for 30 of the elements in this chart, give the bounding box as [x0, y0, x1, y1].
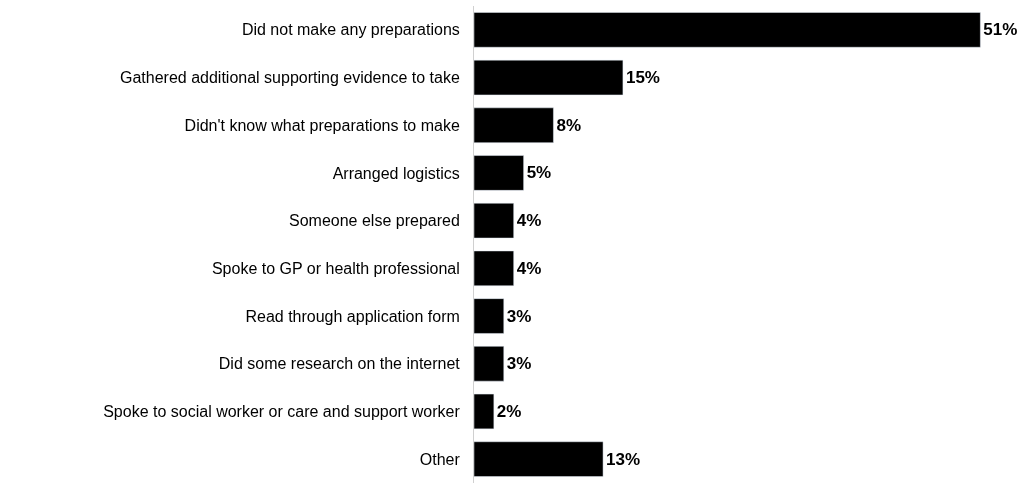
y-tick-label: Gathered additional supporting evidence to take	[120, 69, 460, 87]
bar	[474, 250, 514, 287]
y-tick-label: Other	[419, 450, 461, 468]
bar	[474, 393, 495, 430]
y-tick-label: Arranged logistics	[332, 164, 460, 182]
y-tick-label: Did some research on the internet	[218, 355, 461, 373]
data-label: 8%	[556, 115, 582, 135]
bar	[474, 12, 981, 48]
data-label: 51%	[983, 20, 1018, 40]
bar	[474, 59, 624, 96]
data-label: 3%	[506, 306, 532, 326]
data-label: 5%	[526, 163, 552, 183]
y-tick-label: Someone else prepared	[289, 212, 460, 230]
bar	[474, 155, 524, 191]
y-tick-label: Read through application form	[245, 307, 460, 325]
y-tick-label: Spoke to social worker or care and support worker	[103, 403, 461, 421]
bar	[474, 107, 554, 143]
bar	[474, 441, 604, 477]
y-tick-label: Spoke to GP or health professional	[211, 259, 460, 277]
data-label: 15%	[625, 68, 660, 88]
bar	[474, 346, 505, 382]
data-label: 3%	[506, 354, 532, 374]
bar	[474, 202, 514, 239]
data-label: 13%	[606, 449, 641, 469]
y-tick-label: Did not make any preparations	[241, 21, 460, 39]
bar	[474, 298, 505, 334]
y-tick-label: Didn't know what preparations to make	[184, 116, 460, 134]
data-label: 4%	[516, 211, 542, 231]
data-label: 4%	[516, 258, 542, 278]
data-label: 2%	[496, 401, 522, 421]
